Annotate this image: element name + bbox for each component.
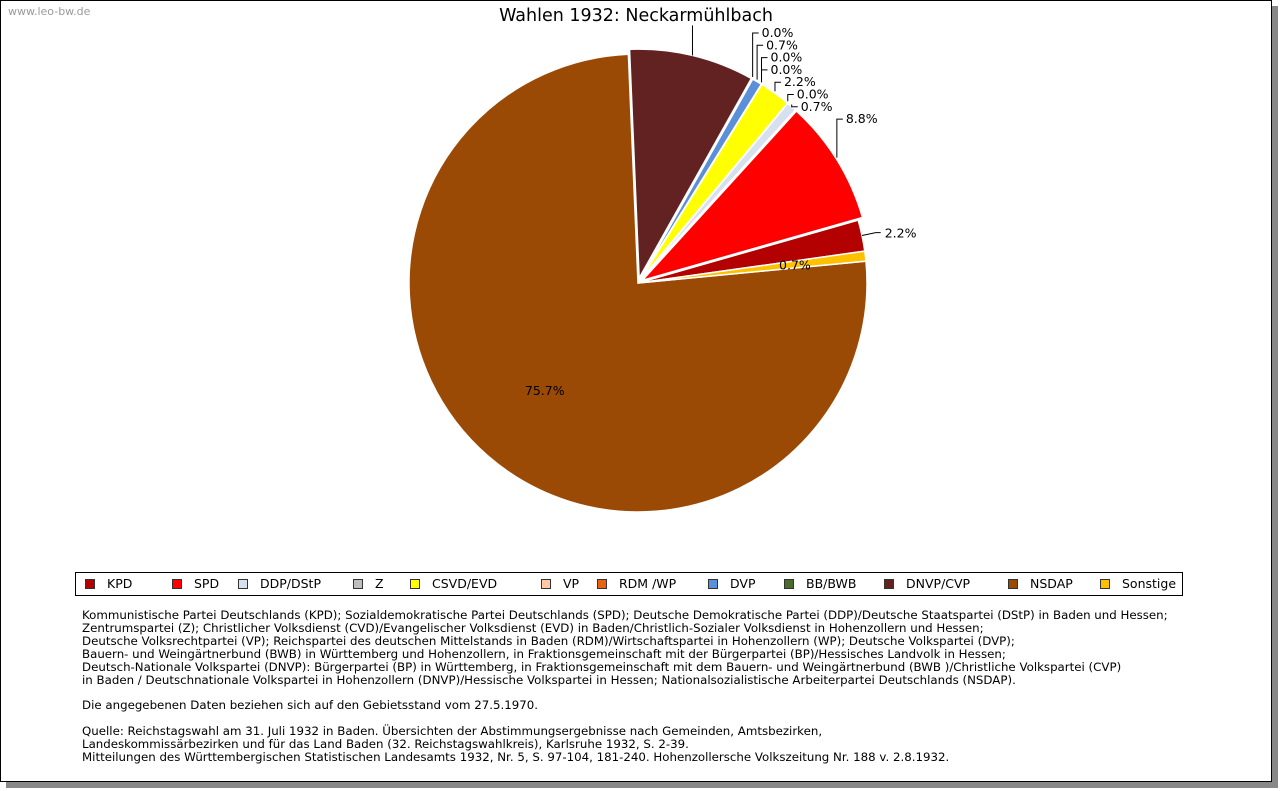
label-bb-bwb: 0.0% <box>762 25 794 40</box>
legend-swatch <box>541 579 551 589</box>
party-note-line: Deutsch-Nationale Volkspartei (DNVP): Bü… <box>82 659 1122 674</box>
pie-slices <box>408 48 868 513</box>
watermark: www.leo-bw.de <box>8 5 91 18</box>
legend-label: DDP/DStP <box>260 576 321 591</box>
legend-swatch <box>708 579 718 589</box>
leader-dvp <box>756 44 764 80</box>
slice-spd <box>639 109 864 282</box>
label-sonstige: 0.7% <box>779 257 811 272</box>
chart-title: Wahlen 1932: Neckarmühlbach <box>499 6 773 26</box>
label-vp: 0.0% <box>771 62 803 77</box>
slice-sonstige <box>637 250 867 284</box>
legend-swatch <box>884 579 894 589</box>
party-explanations: Kommunistische Partei Deutschlands (KPD)… <box>82 609 1252 686</box>
legend-label: RDM /WP <box>619 576 677 591</box>
legend-label: CSVD/EVD <box>432 576 498 591</box>
leader-spd <box>836 118 843 158</box>
party-note-line: Deutsche Volksrechtpartei (VP); Reichspa… <box>82 633 1015 648</box>
legend-label: BB/BWB <box>806 576 857 591</box>
slice-nsdap <box>408 53 868 513</box>
legend-label: SPD <box>194 576 220 591</box>
leader-csvd-evd <box>774 81 781 92</box>
legend-swatch <box>353 579 363 589</box>
label-nsdap: 75.7% <box>525 383 565 398</box>
legend-label: VP <box>563 576 580 591</box>
leader-bb-bwb <box>752 32 759 78</box>
notes: Kommunistische Partei Deutschlands (KPD)… <box>82 609 1252 764</box>
legend-swatch <box>172 579 182 589</box>
leader-vp <box>761 69 768 83</box>
legend-swatch <box>410 579 420 589</box>
leader-kpd <box>861 232 881 237</box>
legend-swatch <box>1008 579 1018 589</box>
legend-swatch <box>1100 579 1110 589</box>
leader-rdm-wp <box>761 57 768 83</box>
legend-label: Z <box>375 576 384 591</box>
legend-label: KPD <box>107 576 133 591</box>
party-note-line: Kommunistische Partei Deutschlands (KPD)… <box>82 608 1168 622</box>
leader-ddp-dstp <box>791 104 798 108</box>
label-csvd-evd: 2.2% <box>784 74 816 89</box>
legend-swatch <box>784 579 794 589</box>
legend-label: DVP <box>730 576 756 591</box>
label-ddp-dstp: 0.7% <box>801 99 833 114</box>
slice-dvp <box>639 78 763 280</box>
party-note-line: Bauern- und Weingärtnerbund (BWB) in Wür… <box>82 646 1006 661</box>
legend-label: DNVP/CVP <box>906 576 971 591</box>
slice-labels: 2.2%8.8%0.7%0.0%2.2%0.0%0.0%0.7%0.0%75.7… <box>525 25 917 398</box>
legend-swatch <box>597 579 607 589</box>
legend-swatch <box>85 579 95 589</box>
label-spd: 8.8% <box>846 111 878 126</box>
gebietsstand-note: Die angegebenen Daten beziehen sich auf … <box>82 698 538 713</box>
label-kpd: 2.2% <box>885 226 917 241</box>
label-rdm-wp: 0.0% <box>771 50 803 65</box>
source-note: Quelle: Reichstagswahl am 31. Juli 1932 … <box>82 725 1252 764</box>
source-note-line: Landeskommissärbezirken und für das Land… <box>82 737 689 752</box>
source-note-line: Quelle: Reichstagswahl am 31. Juli 1932 … <box>82 724 823 739</box>
legend-label: NSDAP <box>1030 576 1073 591</box>
party-note-line: in Baden / Deutschnationale Volkspartei … <box>82 672 1016 687</box>
label-dvp: 0.7% <box>766 37 798 52</box>
label-z: 0.0% <box>797 87 829 102</box>
label-leader-lines <box>691 25 881 237</box>
source-note-line: Mitteilungen des Württembergischen Stati… <box>82 750 950 765</box>
legend-label: Sonstige <box>1122 576 1177 591</box>
legend: KPD SPD DDP/DStP Z CSVD/EVD VP RDM /WP DVP BB/BW… <box>75 572 1183 596</box>
slice-dnvp-cvp <box>628 48 753 281</box>
leader-z <box>787 94 794 102</box>
legend-swatch <box>238 579 248 589</box>
party-note-line: Zentrumspartei (Z); Christlicher Volksdi… <box>82 620 984 635</box>
